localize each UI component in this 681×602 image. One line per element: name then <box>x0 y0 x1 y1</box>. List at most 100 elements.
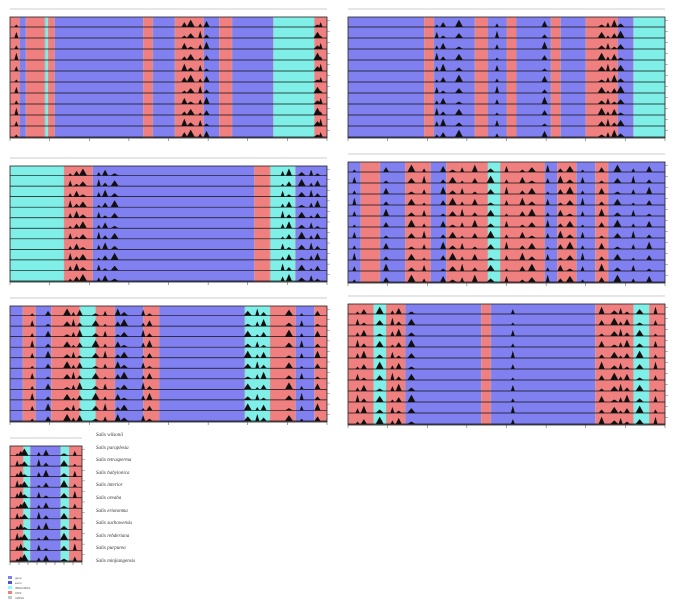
identity-dip <box>519 245 526 249</box>
identity-dip <box>580 197 585 205</box>
identity-dip <box>653 388 658 391</box>
identity-dip <box>63 308 72 316</box>
identity-dip <box>63 406 72 411</box>
identity-dip <box>623 408 630 413</box>
identity-dip <box>611 74 618 82</box>
identity-dip <box>440 165 447 172</box>
identity-dip <box>36 544 41 551</box>
identity-dip <box>198 57 203 60</box>
identity-dip <box>96 191 101 197</box>
identity-dip <box>618 355 623 358</box>
identity-dip <box>43 502 49 509</box>
identity-dip <box>355 387 360 391</box>
identity-dip <box>110 245 119 250</box>
identity-dip <box>434 86 439 93</box>
identity-dip <box>407 212 416 216</box>
identity-dip <box>102 202 109 208</box>
identity-dip <box>422 257 427 260</box>
identity-dip <box>36 484 41 488</box>
identity-dip <box>407 394 416 402</box>
identity-dip <box>243 350 252 358</box>
identity-dip <box>494 99 499 104</box>
identity-dip <box>36 471 41 477</box>
region-segment <box>143 306 159 422</box>
segment-boundary <box>487 17 489 138</box>
identity-dip <box>486 264 495 271</box>
alignment-panel-1 <box>9 8 330 141</box>
alignment-panel-3 <box>9 157 330 285</box>
identity-dip <box>60 473 68 477</box>
identity-dip <box>110 213 119 218</box>
identity-dip <box>375 320 384 325</box>
identity-dip <box>297 257 306 260</box>
alignment-panel-5 <box>9 297 330 425</box>
key-row: CNS <box>8 590 30 595</box>
identity-dip <box>383 167 390 172</box>
identity-dip <box>440 42 447 49</box>
identity-dip <box>440 118 447 126</box>
identity-dip <box>255 321 260 327</box>
identity-dip <box>598 395 605 402</box>
identity-dip <box>440 255 447 260</box>
identity-dip <box>78 194 87 197</box>
identity-dip <box>102 242 109 250</box>
identity-dip <box>45 383 52 390</box>
identity-dip <box>375 361 384 369</box>
identity-dip <box>565 179 574 183</box>
identity-dip <box>527 256 536 260</box>
identity-dip <box>14 66 19 71</box>
identity-dip <box>30 405 35 411</box>
identity-dip <box>618 376 623 380</box>
identity-dip <box>390 365 395 369</box>
identity-dip <box>460 277 465 282</box>
identity-dip <box>448 176 457 183</box>
identity-dip <box>440 200 447 205</box>
identity-dip <box>440 22 447 27</box>
identity-dip <box>141 408 146 411</box>
identity-dip <box>96 277 101 281</box>
identity-dip <box>314 173 321 176</box>
identity-dip <box>299 320 304 327</box>
identity-dip <box>15 460 20 467</box>
identity-dip <box>110 225 119 229</box>
identity-dip <box>297 277 306 281</box>
identity-dip <box>597 52 606 60</box>
identity-dip <box>309 182 314 187</box>
identity-dip <box>383 242 390 249</box>
identity-dip <box>102 169 109 176</box>
identity-dip <box>260 312 267 316</box>
segment-boundary <box>506 17 508 138</box>
key-row: tRNA/rRNA <box>8 585 30 590</box>
identity-dip <box>60 453 68 456</box>
segment-boundary <box>48 17 49 138</box>
identity-dip <box>613 246 622 249</box>
identity-dip <box>383 208 390 216</box>
identity-dip <box>255 334 260 337</box>
region-segment <box>487 17 507 138</box>
identity-dip <box>616 119 625 126</box>
identity-dip <box>73 203 80 208</box>
identity-dip <box>471 191 478 194</box>
identity-dip <box>597 24 606 27</box>
identity-dip <box>73 276 80 281</box>
identity-dip <box>541 123 548 126</box>
identity-dip <box>460 208 465 216</box>
identity-dip <box>519 266 526 271</box>
identity-dip <box>646 255 653 260</box>
identity-dip <box>454 46 463 49</box>
identity-dip <box>181 22 188 27</box>
identity-dip <box>605 97 610 104</box>
identity-dip <box>285 194 292 197</box>
identity-dip <box>631 189 636 194</box>
identity-dip <box>181 97 188 104</box>
identity-dip <box>243 376 252 379</box>
identity-dip <box>318 56 323 60</box>
identity-dip <box>545 233 550 238</box>
region-segment <box>649 304 665 425</box>
identity-dip <box>653 416 658 424</box>
identity-dip <box>623 311 630 314</box>
identity-dip <box>352 245 357 249</box>
region-segment <box>544 162 558 283</box>
identity-dip <box>72 523 77 530</box>
identity-dip <box>96 224 101 229</box>
